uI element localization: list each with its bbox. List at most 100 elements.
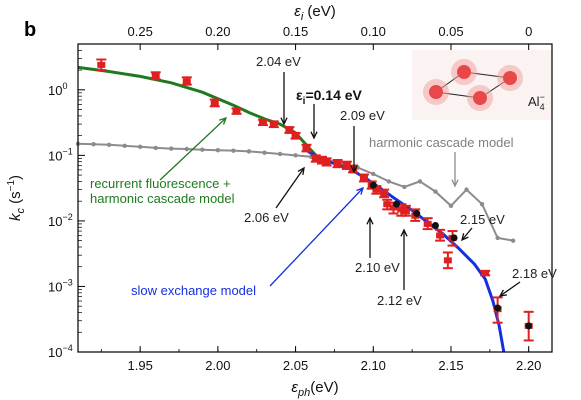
harmonic-cascade-point: [386, 179, 392, 184]
harmonic-cascade-point: [433, 189, 438, 194]
axes-layer: 1.95 2.00 2.05 2.10 2.15 2.20 0.25 0.20 0.15 0.10…: [6, 3, 553, 399]
x-tick-label: 1.95: [128, 358, 153, 373]
data-point-red: [317, 156, 326, 163]
harmonic-cascade-point: [402, 184, 407, 190]
annotation-layer: 2.04 eV εi=0.14 eV 2.09 eV 2.06 eV 2.10 …: [90, 54, 557, 308]
arrow-recurrent-fluorescence-head: [219, 116, 228, 125]
harmonic-cascade-point: [417, 179, 423, 184]
harmonic-cascade-point: [448, 203, 454, 209]
arrow-2-04-ev-head: [280, 117, 288, 126]
harmonic-cascade-point: [371, 171, 376, 177]
panel-letter: b: [24, 19, 36, 41]
harmonic-cascade-point: [215, 147, 221, 153]
inset-atom: [473, 91, 487, 105]
arrow-slow-exchange-head: [356, 186, 365, 195]
annotation-2-15-ev: 2.15 eV: [460, 212, 505, 227]
data-point-red: [359, 175, 368, 182]
arrow-2-15-ev: [461, 227, 473, 241]
harmonic-cascade-point: [262, 150, 267, 155]
harmonic-cascade-point: [153, 145, 158, 151]
data-point-red: [258, 119, 267, 126]
plot-frame: [77, 43, 553, 353]
data-point-red: [436, 232, 445, 239]
data-point-black: [494, 304, 502, 312]
top-tick-label: 0.20: [205, 24, 230, 39]
harmonic-cascade-point: [184, 146, 189, 152]
harmonic-cascade-point: [246, 149, 252, 154]
top-tick-label: 0.15: [283, 24, 308, 39]
annotation-ei-0-14-ev: εi=0.14 eV: [296, 87, 363, 107]
annotation-2-10-ev: 2.10 eV: [355, 260, 400, 275]
data-point-red: [423, 220, 432, 227]
harmonic-cascade-point: [464, 187, 469, 192]
data-point-red: [182, 78, 191, 85]
arrow-2-10-ev-head: [366, 216, 374, 225]
data-point-red: [333, 160, 342, 167]
data-point-red: [322, 158, 331, 165]
harmonic-cascade-point: [479, 201, 485, 207]
annotation-2-18-ev: 2.18 eV: [512, 266, 557, 281]
data-point-black: [369, 181, 377, 189]
arrow-2-18-ev: [499, 281, 521, 297]
label-recurrent-fluorescence-line2: harmonic cascade model: [90, 191, 235, 206]
x-tick-label: 2.00: [205, 358, 230, 373]
annotation-2-06-ev: 2.06 eV: [244, 210, 289, 225]
y-axis-title: kc (s−1): [6, 175, 27, 221]
data-point-red: [372, 186, 381, 193]
data-point-red: [443, 257, 452, 264]
harmonic-cascade-point: [495, 235, 500, 241]
top-tick-label: 0.25: [128, 24, 153, 39]
data-point-red: [380, 190, 389, 197]
data-point-black: [450, 234, 458, 242]
annotation-2-12-ev: 2.12 eV: [377, 293, 422, 308]
arrow-2-09-ev-head: [350, 165, 358, 174]
data-point-red: [151, 72, 160, 79]
x-tick-label: 2.20: [516, 358, 541, 373]
harmonic-cascade-point: [137, 144, 143, 150]
arrow-2-06-ev-head: [297, 166, 305, 176]
arrow-slow-exchange: [269, 187, 364, 287]
label-harmonic-cascade: harmonic cascade model: [369, 135, 514, 150]
inset-label: Al4−: [528, 92, 545, 112]
top-tick-label: 0.10: [361, 24, 386, 39]
y-tick-label: 10−2: [48, 212, 73, 229]
arrow-2-15-ev-head: [461, 233, 469, 242]
harmonic-cascade-point: [293, 153, 298, 158]
data-point-red: [269, 121, 278, 128]
harmonic-cascade-point: [231, 148, 236, 153]
x-tick-label: 2.10: [361, 358, 386, 373]
annotation-2-04-ev: 2.04 eV: [256, 54, 301, 69]
harmonic-cascade-point: [91, 142, 96, 147]
data-point-black: [431, 222, 439, 230]
data-point-red: [302, 144, 311, 151]
data-point-red: [285, 127, 294, 134]
x-tick-label: 2.05: [283, 358, 308, 373]
molecule-inset: Al4−: [412, 50, 552, 120]
data-point-red: [232, 108, 241, 115]
data-point-red: [97, 61, 106, 68]
harmonic-cascade-point: [122, 143, 127, 148]
data-point-red: [383, 201, 392, 208]
data-point-black: [413, 209, 421, 217]
x-axis-title: εph(eV): [291, 379, 338, 399]
harmonic-cascade-point: [200, 147, 205, 152]
inset-atom: [457, 65, 471, 79]
data-point-red: [291, 132, 300, 139]
arrow-recurrent-fluorescence: [159, 117, 227, 181]
top-tick-label: 0.05: [438, 24, 463, 39]
inset-atom: [503, 71, 517, 85]
data-point-red: [481, 270, 490, 277]
harmonic-cascade-point: [277, 151, 283, 157]
data-point-red: [311, 155, 320, 162]
data-point-red: [401, 208, 410, 215]
arrow-2-06-ev: [275, 167, 305, 209]
data-point-black: [393, 200, 401, 208]
inset-atom: [429, 85, 443, 99]
y-tick-label: 10−1: [48, 146, 73, 163]
harmonic-cascade-point: [510, 238, 516, 243]
series-layer: [75, 58, 534, 353]
top-axis-title: εi (eV): [294, 3, 336, 23]
arrow-layer: [159, 72, 521, 297]
y-tick-label: 10−4: [48, 343, 73, 360]
